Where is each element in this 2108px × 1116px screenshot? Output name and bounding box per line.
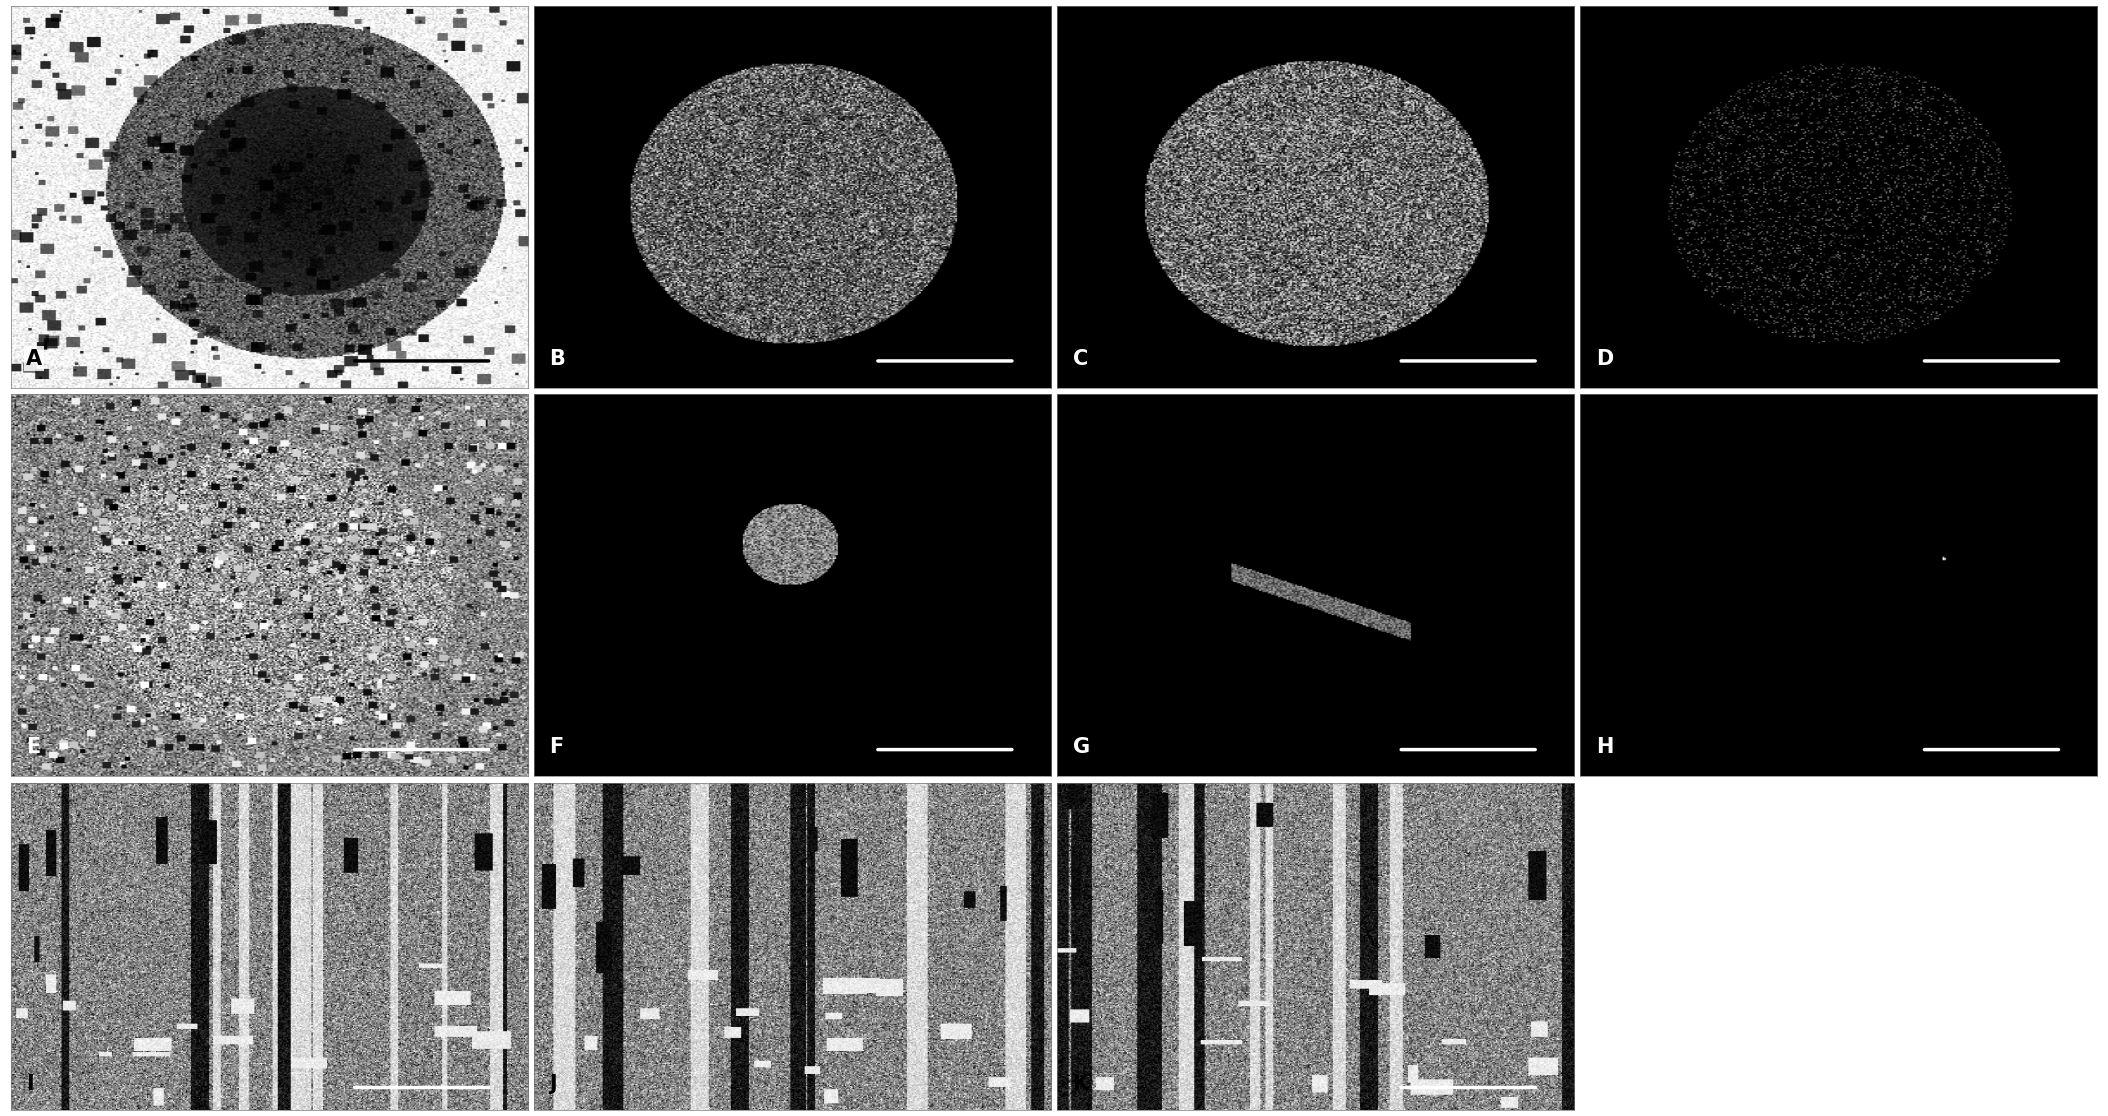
Text: G: G [1073,738,1090,758]
Text: K: K [1073,1074,1088,1094]
Text: A: A [25,348,42,368]
Text: I: I [25,1074,34,1094]
Text: F: F [550,738,563,758]
Text: J: J [550,1074,557,1094]
Text: D: D [1596,348,1613,368]
Text: B: B [550,348,565,368]
Text: H: H [1596,738,1613,758]
Text: C: C [1073,348,1088,368]
Text: E: E [25,738,40,758]
